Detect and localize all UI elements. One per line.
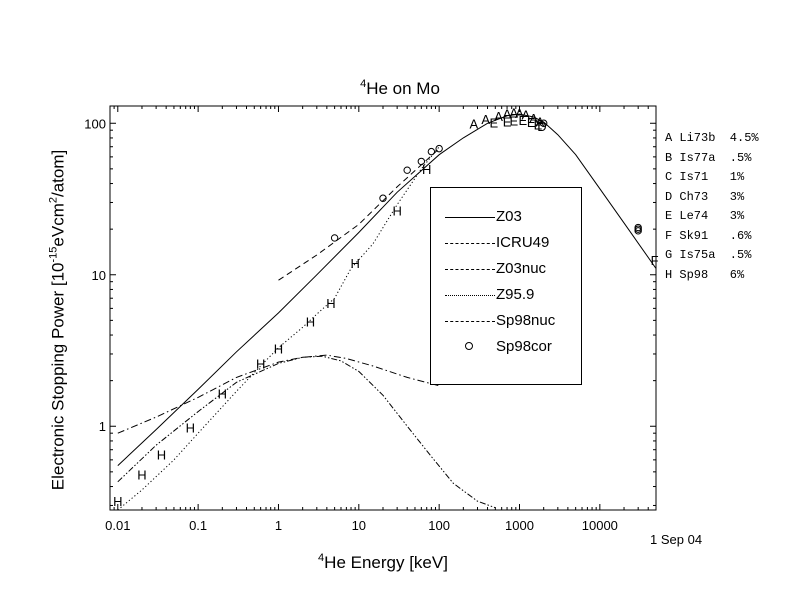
data-marker-h: H bbox=[157, 448, 166, 463]
legend-entry: Z03 bbox=[431, 206, 581, 228]
legend-label: Sp98nuc bbox=[496, 312, 556, 329]
legend-line-sample bbox=[445, 217, 495, 218]
data-marker-a: A bbox=[509, 105, 518, 120]
legend-label: Z03 bbox=[496, 208, 522, 225]
data-marker-h: H bbox=[186, 421, 195, 436]
xlabel-text: He Energy [keV] bbox=[324, 553, 448, 572]
title-text: He on Mo bbox=[366, 79, 440, 98]
title-superscript: 4 bbox=[360, 78, 367, 90]
sp98cor-point bbox=[634, 223, 642, 232]
y-tick-label: 10 bbox=[92, 268, 106, 283]
legend-entry: Sp98cor bbox=[431, 336, 581, 358]
reference-entry: G Is75a .5% bbox=[665, 248, 752, 262]
series-line-icru49 bbox=[278, 148, 440, 281]
reference-list: A Li73b 4.5% B Is77a .5% C Is71 1% D Ch73 3… bbox=[665, 129, 759, 285]
series-line-z03 bbox=[117, 113, 657, 466]
sp98cor-point bbox=[634, 227, 642, 235]
legend-entry: ICRU49 bbox=[431, 232, 581, 254]
data-marker-a: A bbox=[503, 106, 512, 121]
legend-line-sample bbox=[445, 295, 495, 296]
data-marker-a: A bbox=[522, 108, 531, 123]
ylabel-sup: 2 bbox=[47, 197, 60, 204]
data-marker-h: H bbox=[274, 342, 283, 357]
data-marker-h: H bbox=[306, 315, 315, 330]
data-marker-e: E bbox=[518, 113, 527, 128]
y-tick-label: 100 bbox=[84, 116, 106, 131]
data-marker-a: A bbox=[494, 109, 503, 124]
legend-label: Z03nuc bbox=[496, 260, 547, 277]
data-marker-e: E bbox=[490, 116, 499, 131]
data-marker-a: A bbox=[536, 114, 545, 129]
data-marker-e: E bbox=[509, 114, 518, 129]
reference-entry: H Sp98 6% bbox=[665, 267, 745, 282]
data-marker-a: A bbox=[469, 116, 478, 131]
data-marker-e: E bbox=[534, 118, 543, 133]
data-marker-h: H bbox=[218, 386, 227, 401]
x-tick-label: 10 bbox=[352, 518, 366, 533]
legend-label: ICRU49 bbox=[496, 234, 550, 251]
ylabel-part: /atom] bbox=[48, 149, 68, 197]
data-marker-d: D bbox=[537, 119, 546, 134]
legend-line-sample bbox=[445, 269, 495, 270]
data-marker-a: A bbox=[481, 112, 490, 127]
xlabel-superscript: 4 bbox=[318, 552, 325, 564]
sp98cor-point bbox=[539, 119, 548, 127]
data-marker-f: F bbox=[651, 253, 659, 268]
x-axis-label: 4He Energy [keV] bbox=[110, 552, 656, 573]
data-marker-h: H bbox=[256, 356, 265, 371]
x-tick-label: 1 bbox=[275, 518, 282, 533]
data-marker-e: E bbox=[503, 114, 512, 129]
ylabel-part: Electronic Stopping Power [10 bbox=[48, 262, 68, 491]
data-marker-h: H bbox=[350, 256, 359, 271]
legend-entry: Z03nuc bbox=[431, 258, 581, 280]
x-tick-label: 0.01 bbox=[105, 518, 130, 533]
series-line-z03nuc bbox=[117, 354, 440, 434]
date-stamp: 1 Sep 04 bbox=[650, 532, 703, 547]
legend-marker-circle bbox=[465, 342, 473, 350]
reference-entry: B Is77a .5% bbox=[665, 150, 752, 165]
series-line-z95-9 bbox=[117, 146, 440, 511]
legend-label: Sp98cor bbox=[496, 338, 552, 355]
data-marker-a: A bbox=[529, 111, 538, 126]
data-series bbox=[117, 113, 657, 511]
legend: Z03 ICRU49 Z03nuc Z95.9 Sp98nuc Sp98cor bbox=[430, 187, 582, 385]
legend-line-sample bbox=[445, 321, 495, 322]
legend-entry: Z95.9 bbox=[431, 284, 581, 306]
data-marker-h: H bbox=[392, 204, 401, 219]
x-tick-label: 0.1 bbox=[189, 518, 207, 533]
data-marker-h: H bbox=[113, 494, 122, 509]
sp98cor-point bbox=[435, 144, 443, 153]
data-marker-e: E bbox=[527, 115, 536, 130]
reference-entry: A Li73b 4.5% bbox=[665, 131, 759, 145]
series-line-sp98nuc bbox=[117, 355, 496, 509]
y-axis-label: Electronic Stopping Power [10-15eVcm2/at… bbox=[48, 150, 69, 491]
legend-label: Z95.9 bbox=[496, 286, 535, 303]
data-marker-h: H bbox=[326, 296, 335, 311]
legend-entry: Sp98nuc bbox=[431, 310, 581, 332]
sp98cor-point bbox=[379, 194, 387, 202]
reference-entry: E Le74 3% bbox=[665, 209, 745, 223]
sp98cor-point bbox=[403, 166, 411, 174]
data-marker-a: A bbox=[515, 106, 524, 121]
legend-line-sample bbox=[445, 243, 495, 244]
x-tick-label: 100 bbox=[428, 518, 450, 533]
x-tick-label: 1000 bbox=[505, 518, 534, 533]
chart-title: 4He on Mo bbox=[0, 78, 800, 99]
reference-entry: C Is71 1% bbox=[665, 170, 745, 184]
reference-entry: D Ch73 3% bbox=[665, 189, 745, 204]
reference-entry: F Sk91 .6% bbox=[665, 228, 752, 243]
sp98cor-point bbox=[417, 157, 426, 166]
axis-ticks: 0.01 0.1 1 10 100 1000 10000 1 10 100 bbox=[84, 106, 657, 533]
ylabel-sup: -15 bbox=[47, 246, 60, 263]
sp98cor-point bbox=[330, 234, 339, 242]
ylabel-part: eVcm bbox=[48, 203, 68, 247]
data-marker-h: H bbox=[137, 468, 146, 483]
data-marker-h: H bbox=[422, 162, 431, 177]
x-tick-label: 10000 bbox=[582, 518, 618, 533]
sp98cor-point bbox=[427, 147, 436, 156]
y-tick-label: 1 bbox=[99, 419, 106, 434]
